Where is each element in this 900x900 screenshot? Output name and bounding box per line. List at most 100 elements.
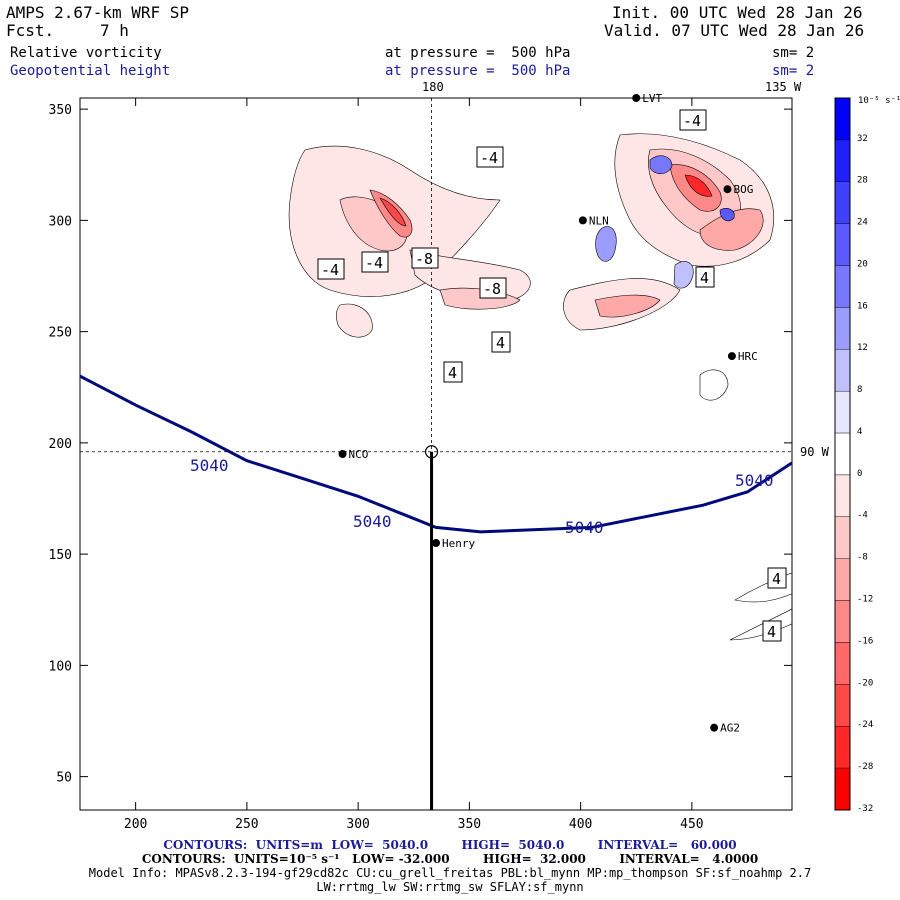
vorticity-label: 4 [772,570,781,588]
station-label: HRC [738,350,758,363]
vorticity-label: -8 [483,280,501,298]
colorbar-tick-label: 28 [857,176,868,186]
colorbar-swatch [834,474,851,518]
x-tick-label: 250 [235,817,258,832]
vorticity-label: -4 [480,149,498,167]
x-tick-label: 400 [569,817,592,832]
colorbar-swatch [834,516,851,559]
y-tick-label: 300 [49,214,72,229]
station-label: NLN [589,214,609,227]
colorbar-swatch [834,349,851,392]
station-label: Henry [442,537,475,550]
vorticity-label: 4 [767,623,776,641]
vorticity-label: -8 [415,250,433,268]
y-tick-label: 200 [49,437,72,452]
footer-model-info: Model Info: MPASv8.2.3-194-gf29cd82c CU:… [88,866,812,880]
colorbar-unit: 10⁻⁵ s⁻¹ [858,96,900,106]
footer-model-info-2: LW:rrtmg_lw SW:rrtmg_sw SFLAY:sf_mynn [316,880,584,894]
station-label: NCO [349,448,369,461]
top-lon-label-135w: 135 W [765,80,802,94]
vorticity-shading [288,133,792,641]
forecast-hour: 7 h [100,21,129,40]
colorbar-swatch [834,181,851,224]
top-lon-label-180: 180 [422,80,444,94]
colorbar-tick-label: -28 [857,762,873,772]
y-tick-label: 100 [49,659,72,674]
x-tick-label: 300 [346,817,369,832]
colorbar-swatch [834,432,851,476]
height-label: 5040 [565,518,604,537]
colorbar-swatch [834,684,851,727]
footer-vorticity-contours: CONTOURS: UNITS=10⁻⁵ s⁻¹ LOW= -32.000 HI… [141,852,759,866]
plot-frame [79,97,793,811]
y-tick-label: 150 [49,548,72,563]
x-tick-label: 350 [458,817,481,832]
colorbar-swatch [834,600,851,643]
colorbar-tick-label: 12 [857,343,868,353]
colorbar-tick-label: -8 [857,553,868,563]
station-marker [338,450,347,458]
x-tick-label: 450 [680,817,703,832]
station-marker [432,539,440,547]
colorbar-tick-label: -20 [857,678,873,688]
colorbar-tick-label: 32 [857,134,868,144]
colorbar-tick-label: -24 [857,720,873,730]
colorbar-tick-label: -32 [857,804,873,814]
colorbar-tick-label: -12 [857,594,873,604]
colorbar-swatch [834,97,851,141]
colorbar-tick-label: 20 [857,259,868,269]
colorbar-swatch [834,767,851,811]
colorbar: 32 28 24 20 16 12 8 4 0 -4 -8 -12 -16 -20 -24 -28 -32 [834,97,873,814]
x-tick-label: 200 [124,817,147,832]
colorbar-swatch [834,265,851,308]
colorbar-swatch [834,307,851,350]
field-height: Geopotential height [10,63,171,79]
colorbar-tick-label: 4 [857,427,862,437]
colorbar-frame [834,97,851,811]
station-marker [727,352,736,361]
colorbar-swatch [834,726,851,769]
y-tick-label: 50 [56,771,72,786]
station-marker [632,94,641,102]
colorbar-tick-label: 24 [857,218,868,228]
valid-time: Valid. 07 UTC Wed 28 Jan 26 [604,21,865,40]
colorbar-swatch [834,642,851,685]
height-label: 5040 [190,456,229,475]
station-label: BOG [733,183,753,196]
station-marker [723,185,732,194]
vorticity-label: -4 [683,112,701,130]
colorbar-tick-label: 16 [857,301,868,311]
y-tick-label: 250 [49,326,72,341]
colorbar-swatch [834,139,851,182]
smoothing-vorticity: sm= 2 [772,45,815,61]
colorbar-swatch [834,223,851,266]
height-label: 5040 [353,512,392,531]
station-marker [710,723,719,732]
vorticity-label: 4 [496,334,505,352]
station-marker [578,216,587,225]
right-lon-label-90w: 90 W [800,445,830,459]
footer-height-contours: CONTOURS: UNITS=m LOW= 5040.0 HIGH= 5040… [163,838,737,852]
colorbar-tick-label: -4 [857,511,868,521]
vorticity-label: -4 [365,254,383,272]
axes: 200 250 300 350 400 450 50 100 150 200 250 300 350 [49,98,792,832]
model-title: AMPS 2.67-km WRF SP [6,3,190,22]
stations: LVT BOG NLN HRC NCO Henry AG2 [338,92,758,735]
height-label: 5040 [735,471,774,490]
vorticity-label: -4 [321,261,339,279]
station-label: AG2 [720,722,740,735]
colorbar-swatch [834,390,851,434]
colorbar-swatch [834,558,851,601]
init-time: Init. 00 UTC Wed 28 Jan 26 [612,3,863,22]
forecast-label: Fcst. [6,21,55,40]
vorticity-label: 4 [448,364,457,382]
pressure-height: at pressure = 500 hPa [385,63,571,79]
cross-section-marker [424,445,439,459]
smoothing-height: sm= 2 [772,63,815,79]
pressure-vorticity: at pressure = 500 hPa [385,45,571,61]
height-contour-5040 [79,374,793,534]
colorbar-tick-label: 0 [857,469,862,479]
field-vorticity: Relative vorticity [10,45,162,61]
y-tick-label: 350 [49,103,72,118]
